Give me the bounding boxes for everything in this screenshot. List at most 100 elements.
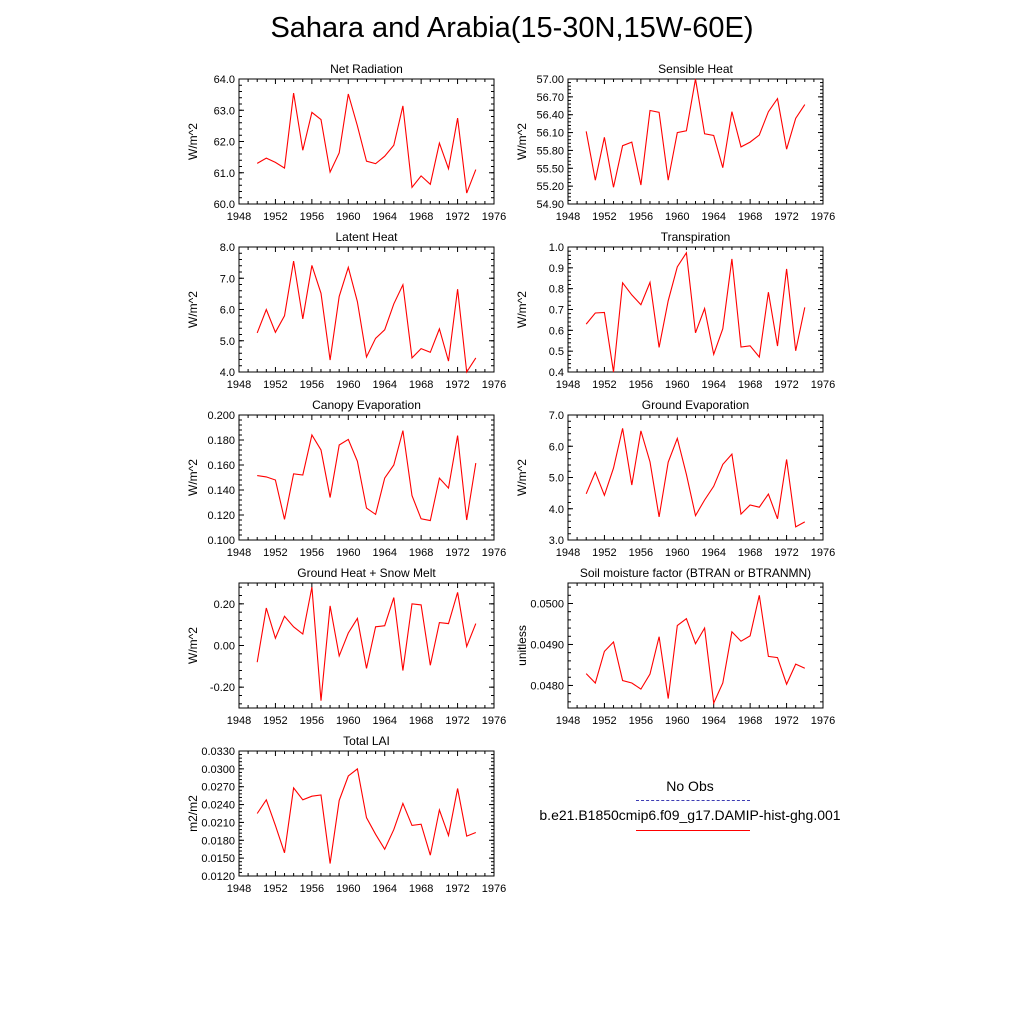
x-tick-label: 1948 — [227, 547, 251, 559]
x-tick-label: 1964 — [372, 715, 396, 727]
plot-frame — [567, 246, 824, 373]
x-tick-label: 1956 — [300, 883, 324, 895]
y-tick-label: 56.70 — [536, 92, 564, 104]
x-tick-label: 1972 — [445, 715, 469, 727]
x-tick-label: 1952 — [263, 883, 287, 895]
panel-title: Ground Evaporation — [642, 398, 749, 412]
series-line — [585, 251, 806, 373]
y-tick-label: 0.0120 — [201, 871, 235, 883]
page-title: Sahara and Arabia(15-30N,15W-60E) — [270, 12, 754, 44]
panel-title: Latent Heat — [335, 230, 398, 244]
y-tick-label: 0.0490 — [530, 639, 564, 651]
x-tick-label: 1960 — [665, 715, 689, 727]
x-tick-label: 1960 — [336, 379, 360, 391]
x-tick-label: 1968 — [409, 715, 433, 727]
x-tick-label: 1964 — [372, 379, 396, 391]
y-tick-label: 4.0 — [220, 367, 235, 379]
y-tick-label: 0.0480 — [530, 680, 564, 692]
y-tick-label: 55.20 — [536, 181, 564, 193]
x-tick-label: 1948 — [227, 883, 251, 895]
x-tick-label: 1948 — [556, 211, 580, 223]
panel-title: Ground Heat + Snow Melt — [297, 566, 436, 580]
y-tick-label: 0.0240 — [201, 800, 235, 812]
x-tick-label: 1956 — [629, 211, 653, 223]
y-tick-label: 0.00 — [214, 641, 235, 653]
x-tick-label: 1960 — [665, 547, 689, 559]
y-tick-label: 64.0 — [214, 74, 235, 86]
y-tick-label: 3.0 — [549, 535, 564, 547]
y-tick-label: 0.6 — [549, 325, 564, 337]
x-tick-label: 1972 — [774, 715, 798, 727]
x-tick-label: 1952 — [263, 715, 287, 727]
x-tick-label: 1968 — [409, 211, 433, 223]
x-tick-label: 1976 — [482, 547, 506, 559]
panel-7: Soil moisture factor (BTRAN or BTRANMN) u… — [515, 566, 835, 727]
panel-6: Ground Heat + Snow Melt W/m^2 1948 1952 1956… — [186, 566, 506, 727]
x-tick-label: 1948 — [556, 379, 580, 391]
legend-obs-line — [636, 800, 750, 801]
panel-title: Total LAI — [343, 734, 390, 748]
plot-frame — [238, 750, 495, 877]
x-tick-label: 1972 — [445, 211, 469, 223]
y-tick-label: 0.0300 — [201, 764, 235, 776]
panel-0: Net Radiation W/m^2 1948 1952 1956 1960 1964 19… — [186, 62, 506, 223]
x-tick-label: 1952 — [263, 211, 287, 223]
y-axis-label: W/m^2 — [186, 627, 200, 664]
x-tick-label: 1948 — [227, 715, 251, 727]
y-axis-label: W/m^2 — [515, 291, 529, 328]
y-tick-label: 0.100 — [207, 535, 235, 547]
x-tick-label: 1972 — [774, 379, 798, 391]
y-tick-label: 56.10 — [536, 128, 564, 140]
x-tick-label: 1964 — [701, 379, 725, 391]
y-tick-label: 8.0 — [220, 242, 235, 254]
y-tick-label: 0.4 — [549, 367, 564, 379]
series-line — [585, 595, 806, 706]
y-tick-label: 62.0 — [214, 137, 235, 149]
y-tick-label: 0.200 — [207, 410, 235, 422]
series-line — [585, 428, 806, 528]
x-tick-label: 1976 — [811, 547, 835, 559]
y-tick-label: 0.0180 — [201, 835, 235, 847]
x-tick-label: 1956 — [629, 547, 653, 559]
y-tick-label: 6.0 — [220, 305, 235, 317]
panel-title: Transpiration — [661, 230, 731, 244]
y-axis-label: W/m^2 — [186, 459, 200, 496]
y-tick-label: 54.90 — [536, 199, 564, 211]
y-axis-label: m2/m2 — [186, 795, 200, 832]
x-tick-label: 1952 — [592, 211, 616, 223]
plot-frame — [238, 582, 495, 709]
y-tick-label: 0.140 — [207, 485, 235, 497]
y-tick-label: 0.0270 — [201, 782, 235, 794]
x-tick-label: 1964 — [701, 211, 725, 223]
x-tick-label: 1976 — [811, 379, 835, 391]
series-line — [585, 78, 806, 188]
x-tick-label: 1968 — [738, 211, 762, 223]
x-tick-label: 1952 — [263, 379, 287, 391]
y-tick-label: 0.0210 — [201, 817, 235, 829]
x-tick-label: 1956 — [629, 715, 653, 727]
x-tick-label: 1968 — [738, 547, 762, 559]
y-tick-label: 4.0 — [549, 504, 564, 516]
x-tick-label: 1948 — [556, 547, 580, 559]
x-tick-label: 1964 — [701, 715, 725, 727]
x-tick-label: 1968 — [738, 379, 762, 391]
y-tick-label: 0.20 — [214, 599, 235, 611]
y-axis-label: unitless — [515, 625, 529, 666]
y-tick-label: 55.50 — [536, 163, 564, 175]
y-axis-label: W/m^2 — [515, 459, 529, 496]
series-line — [256, 587, 477, 701]
legend-model-label: b.e21.B1850cmip6.f09_g17.DAMIP-hist-ghg.… — [539, 807, 841, 823]
x-tick-label: 1972 — [445, 547, 469, 559]
x-tick-label: 1948 — [556, 715, 580, 727]
panel-title: Canopy Evaporation — [312, 398, 421, 412]
x-tick-label: 1948 — [227, 211, 251, 223]
y-tick-label: 56.40 — [536, 110, 564, 122]
y-tick-label: 57.00 — [536, 74, 564, 86]
x-tick-label: 1976 — [482, 715, 506, 727]
y-tick-label: 61.0 — [214, 168, 235, 180]
y-tick-label: 0.8 — [549, 284, 564, 296]
x-tick-label: 1972 — [445, 379, 469, 391]
y-axis-label: W/m^2 — [186, 291, 200, 328]
x-tick-label: 1972 — [445, 883, 469, 895]
panel-title: Sensible Heat — [658, 62, 733, 76]
